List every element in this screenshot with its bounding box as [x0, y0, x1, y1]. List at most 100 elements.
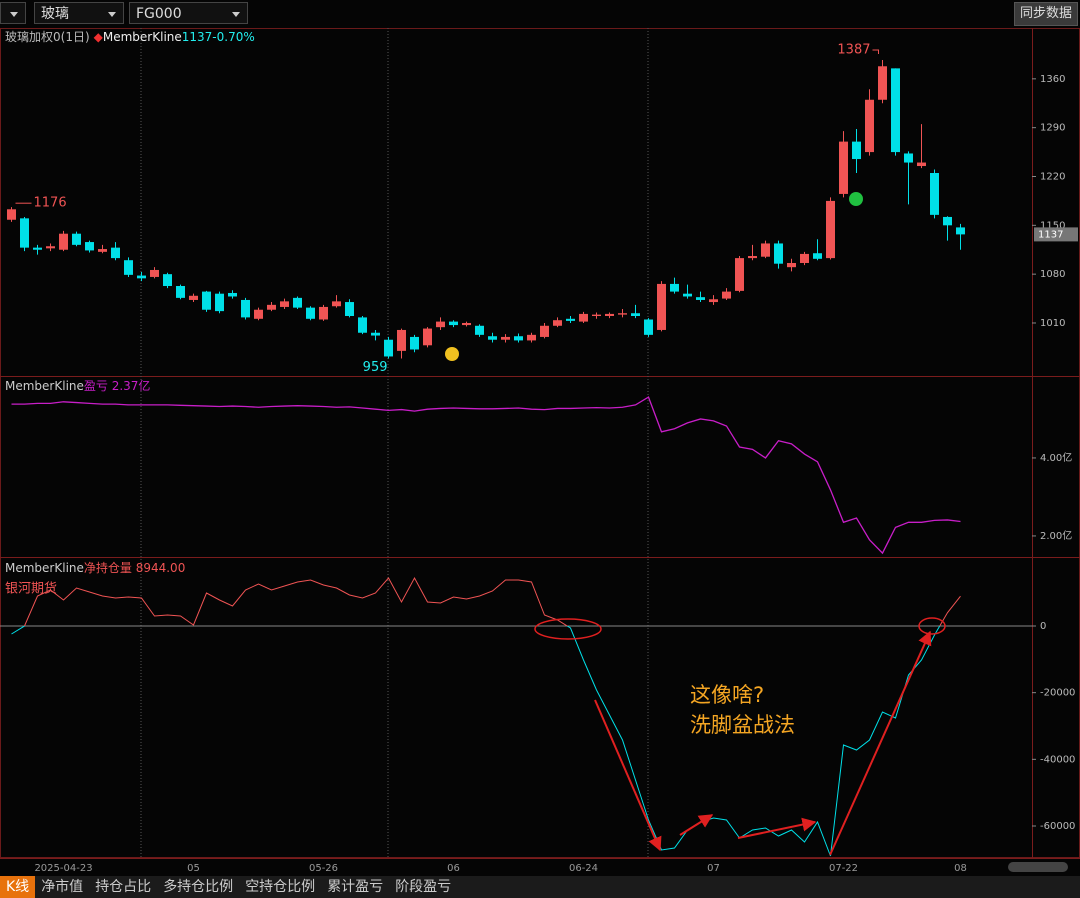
- candle-body: [839, 141, 848, 194]
- annotation-arrow: [737, 817, 817, 839]
- annotation-arrow: [594, 699, 662, 852]
- x-tick-label: 08: [954, 863, 967, 874]
- candle-body: [202, 291, 211, 310]
- series-name: 银河期货: [5, 581, 57, 597]
- candle-body: [98, 249, 107, 252]
- candle-body: [306, 307, 315, 319]
- candle-body: [345, 302, 354, 317]
- start-label: 1176: [34, 196, 67, 211]
- candle-body: [813, 253, 822, 259]
- tab[interactable]: K线: [0, 876, 36, 898]
- candle-body: [904, 153, 913, 163]
- series-line: [11, 396, 961, 555]
- candle-body: [254, 309, 263, 319]
- candle-body: [787, 262, 796, 268]
- tab[interactable]: 多持仓比例: [163, 879, 234, 895]
- candle-body: [267, 304, 276, 310]
- frame: [0, 28, 1080, 858]
- tab[interactable]: 净市值: [41, 879, 84, 895]
- annotation-text: 洗脚盆战法: [690, 713, 795, 737]
- candle-body: [241, 299, 250, 318]
- x-tick-label: 07: [707, 863, 720, 874]
- x-tick-label: 2025-04-23: [34, 863, 92, 874]
- candle-body: [59, 233, 68, 250]
- y-tick-label: 1220: [1040, 171, 1065, 182]
- candle-body: [163, 274, 172, 287]
- annotation-arrow: [829, 630, 932, 856]
- candle-body: [137, 275, 146, 279]
- x-tick-label: 07-22: [829, 863, 858, 874]
- candle-body: [85, 242, 94, 251]
- candle-body: [553, 320, 562, 326]
- y-tick-label: 1360: [1040, 74, 1065, 85]
- x-tick-label: 05-26: [309, 863, 338, 874]
- candle-body: [436, 321, 445, 328]
- scrollbar: [1008, 862, 1068, 872]
- y-tick-label: 2.00亿: [1040, 529, 1072, 542]
- contract-dropdown[interactable]: FG000: [129, 2, 248, 24]
- x-tick-label: 05: [187, 863, 200, 874]
- candle-body: [397, 329, 406, 351]
- candle-body: [774, 243, 783, 264]
- y-tick-label: 1010: [1040, 318, 1065, 329]
- y-tick-label: 4.00亿: [1040, 451, 1072, 464]
- panel-header: 玻璃加权0(1日) ◆MemberKline1137-0.70%: [5, 30, 255, 44]
- candle-body: [566, 318, 575, 321]
- candle-body: [358, 317, 367, 333]
- candle-body: [540, 325, 549, 337]
- tab[interactable]: 累计盈亏: [327, 879, 384, 895]
- tab[interactable]: 阶段盈亏: [395, 879, 452, 895]
- tab[interactable]: 持仓占比: [95, 879, 152, 895]
- candle-body: [176, 286, 185, 298]
- menu-dropdown[interactable]: [0, 2, 26, 24]
- candle-body: [514, 336, 523, 341]
- y-tick-label: -40000: [1040, 754, 1075, 765]
- candle-body: [488, 336, 497, 340]
- candle-body: [657, 283, 666, 330]
- x-tick-label: 06-24: [569, 863, 598, 874]
- candle-body: [930, 173, 939, 215]
- panel-header: MemberKline净持仓量 8944.00: [5, 560, 185, 575]
- candle-body: [761, 243, 770, 257]
- candle-body: [293, 297, 302, 308]
- annotation-text: 这像啥?: [690, 683, 764, 707]
- last-price-label: 1137: [1038, 229, 1063, 240]
- y-tick-label: 0: [1040, 621, 1046, 632]
- candle-body: [7, 209, 16, 220]
- candle-body: [800, 253, 809, 263]
- candle-body: [423, 328, 432, 346]
- candle-body: [592, 314, 601, 317]
- y-tick-label: 1290: [1040, 123, 1065, 134]
- candle-body: [72, 233, 81, 245]
- candle-body: [709, 299, 718, 303]
- candle-body: [371, 332, 380, 336]
- candle-body: [917, 162, 926, 167]
- candle-body: [735, 258, 744, 291]
- legend-source: MemberKline: [5, 379, 84, 393]
- candle-body: [722, 291, 731, 299]
- candle-body: [410, 336, 419, 350]
- annotation-ellipse: [918, 617, 946, 635]
- sync-button[interactable]: 同步数据: [1013, 2, 1078, 26]
- smile-icon: [849, 192, 863, 206]
- tab-bar: K线 净市值 持仓占比 多持仓比例 空持仓比例 累计盈亏 阶段盈亏: [0, 876, 1080, 898]
- candle-body: [826, 200, 835, 259]
- candle-body: [384, 339, 393, 357]
- candle-body: [462, 322, 471, 326]
- candle-body: [891, 68, 900, 153]
- candle-body: [20, 218, 29, 248]
- candle-body: [683, 293, 692, 297]
- tab[interactable]: 空持仓比例: [245, 879, 316, 895]
- candle-body: [280, 301, 289, 307]
- candle-body: [475, 325, 484, 335]
- y-tick-label: -60000: [1040, 821, 1075, 832]
- annotation-ellipse: [534, 618, 602, 640]
- candle-body: [124, 260, 133, 275]
- candle-body: [644, 319, 653, 335]
- candle-body: [943, 216, 952, 226]
- variety-dropdown[interactable]: 玻璃: [34, 2, 124, 24]
- candle-body: [670, 283, 679, 292]
- candle-body: [501, 336, 510, 340]
- candle-body: [319, 306, 328, 320]
